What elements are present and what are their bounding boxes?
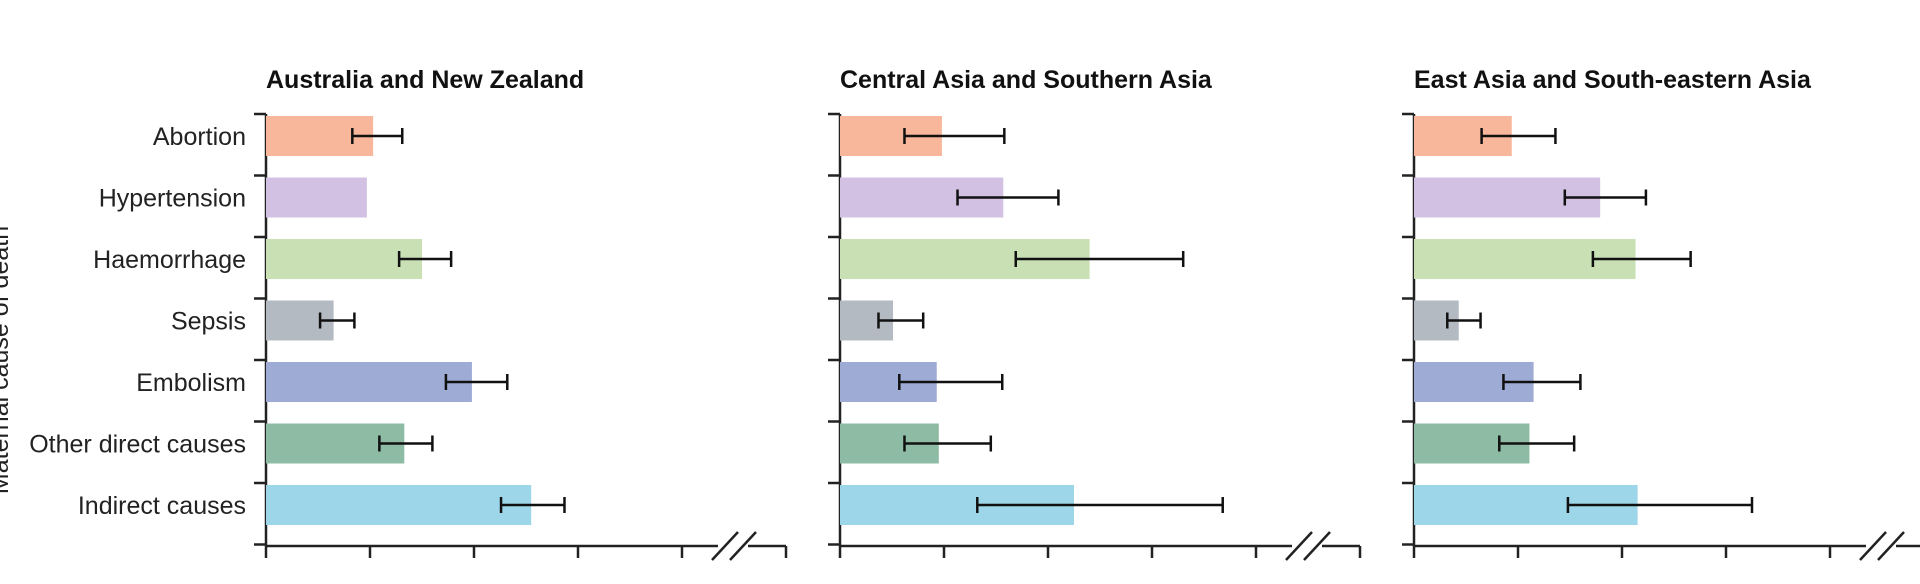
panel-title: Central Asia and Southern Asia <box>840 66 1213 94</box>
axis-break-mark <box>1285 531 1313 561</box>
error-bar-sepsis <box>1446 312 1482 329</box>
error-bar-embolism <box>898 374 1004 390</box>
error-bar-indirect-causes <box>1566 497 1754 513</box>
category-label-indirect-causes: Indirect causes <box>78 492 246 520</box>
panel-central-asia-and-southern-asia: Central Asia and Southern Asia <box>828 66 1362 561</box>
category-label-haemorrhage: Haemorrhage <box>93 246 246 274</box>
error-bar-other-direct-causes <box>1498 435 1576 452</box>
panel-east-asia-and-south-eastern-asia: East Asia and South-eastern Asia <box>1402 66 1920 561</box>
error-bar-other-direct-causes <box>903 435 993 452</box>
error-bar-sepsis <box>877 312 925 329</box>
bar-hypertension <box>266 177 367 218</box>
error-bar-embolism <box>444 374 509 390</box>
category-label-abortion: Abortion <box>153 123 246 151</box>
panel-australia-and-new-zealand: Australia and New Zealand <box>254 66 788 561</box>
axis-break-mark <box>1859 531 1887 561</box>
error-bar-other-direct-causes <box>378 435 434 452</box>
bar-haemorrhage <box>266 239 422 279</box>
error-bar-haemorrhage <box>1014 251 1185 267</box>
category-label-other-direct-causes: Other direct causes <box>29 431 246 459</box>
error-bar-haemorrhage <box>397 251 453 267</box>
axis-break-mark <box>1877 531 1905 561</box>
bar-indirect-causes <box>266 485 532 525</box>
category-label-hypertension: Hypertension <box>99 185 246 213</box>
error-bar-hypertension <box>956 189 1060 206</box>
error-bar-hypertension <box>1563 189 1648 206</box>
panel-title: East Asia and South-eastern Asia <box>1414 66 1812 94</box>
axis-break-mark <box>1303 531 1331 561</box>
axis-break-mark <box>711 531 739 561</box>
error-bar-abortion <box>1480 128 1557 144</box>
axis-break-mark <box>729 531 757 561</box>
error-bar-haemorrhage <box>1591 251 1692 267</box>
category-label-sepsis: Sepsis <box>171 308 246 336</box>
y-axis-title: Maternal cause of death <box>0 226 14 494</box>
error-bar-indirect-causes <box>976 497 1224 513</box>
error-bar-embolism <box>1502 374 1582 390</box>
error-bar-sepsis <box>318 312 356 329</box>
error-bar-abortion <box>903 128 1006 144</box>
bar-embolism <box>266 362 472 402</box>
error-bar-abortion <box>351 128 404 144</box>
error-bar-indirect-causes <box>499 497 566 513</box>
category-label-embolism: Embolism <box>136 369 246 397</box>
panel-title: Australia and New Zealand <box>266 66 584 94</box>
